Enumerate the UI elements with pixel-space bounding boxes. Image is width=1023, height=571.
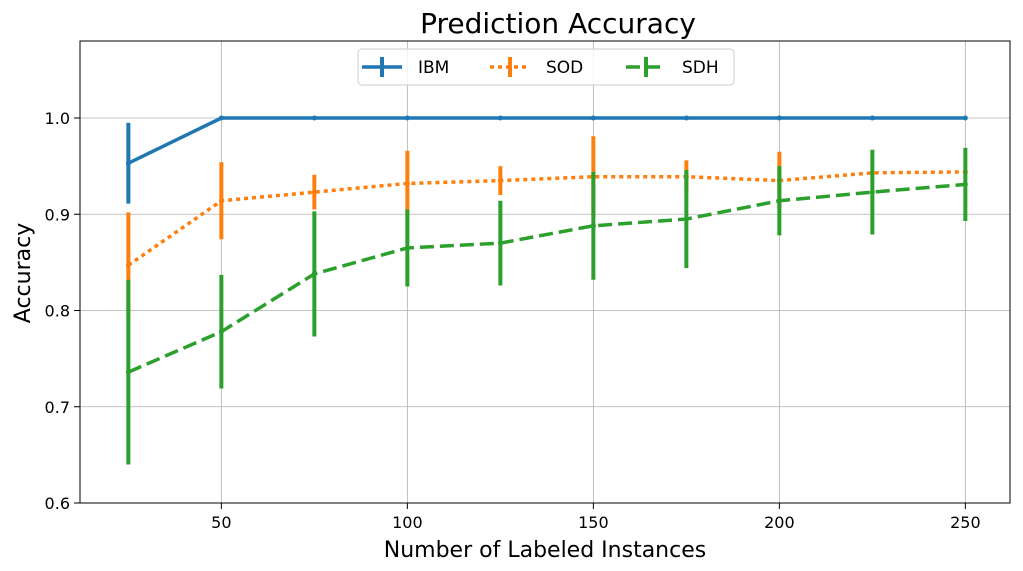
x-tick-label: 200 [764, 513, 795, 532]
y-tick-label: 0.9 [45, 205, 70, 224]
data-point-ibm [590, 115, 596, 121]
x-tick-label: 50 [211, 513, 231, 532]
data-point-sdh [125, 369, 131, 375]
series-line-sod [127, 170, 966, 267]
data-point-ibm [218, 115, 224, 121]
data-point-ibm [962, 115, 968, 121]
series-sdh [125, 147, 968, 465]
data-point-sdh [869, 189, 875, 195]
plot-frame [79, 40, 1011, 504]
data-point-ibm [125, 160, 131, 166]
y-tick-label: 0.8 [45, 302, 70, 321]
y-tick-label: 0.7 [45, 398, 70, 417]
x-axis-ticks: 50 100 150 200 250 [211, 503, 981, 532]
data-point-sdh [497, 240, 503, 246]
legend-label-ibm: IBM [418, 58, 449, 78]
data-point-ibm [404, 115, 410, 121]
data-point-sdh [776, 198, 782, 204]
data-point-sdh [218, 329, 224, 335]
chart-title: Prediction Accuracy [420, 7, 696, 40]
data-point-ibm [869, 115, 875, 121]
data-point-sod [404, 180, 410, 186]
x-tick-label: 250 [950, 513, 981, 532]
data-point-sod [125, 262, 131, 268]
series-line-sdh [127, 182, 966, 374]
legend: IBM SOD SDH [357, 48, 735, 86]
data-point-sdh [590, 223, 596, 229]
grid [80, 41, 1010, 504]
series-layer [125, 115, 968, 465]
y-tick-label: 1.0 [45, 109, 70, 128]
y-tick-label: 0.6 [45, 494, 70, 513]
data-point-sod [311, 189, 317, 195]
data-point-sod [218, 198, 224, 204]
series-line-ibm [127, 116, 966, 165]
series-ibm [125, 115, 968, 204]
legend-label-sdh: SDH [682, 58, 719, 78]
y-axis-ticks: 0.6 0.7 0.8 0.9 1.0 [45, 109, 80, 513]
data-point-ibm [776, 115, 782, 121]
y-axis-label: Accuracy [11, 223, 36, 323]
data-point-sdh [683, 216, 689, 222]
legend-box [357, 48, 735, 86]
x-tick-label: 150 [578, 513, 609, 532]
series-sod [125, 136, 968, 319]
data-point-sdh [311, 271, 317, 277]
data-point-sdh [404, 245, 410, 251]
data-point-sod [497, 178, 503, 184]
x-axis-label: Number of Labeled Instances [384, 538, 706, 563]
legend-label-sod: SOD [546, 58, 583, 78]
data-point-ibm [683, 115, 689, 121]
x-tick-label: 100 [392, 513, 423, 532]
data-point-ibm [311, 115, 317, 121]
data-point-sdh [962, 181, 968, 187]
data-point-ibm [497, 115, 503, 121]
